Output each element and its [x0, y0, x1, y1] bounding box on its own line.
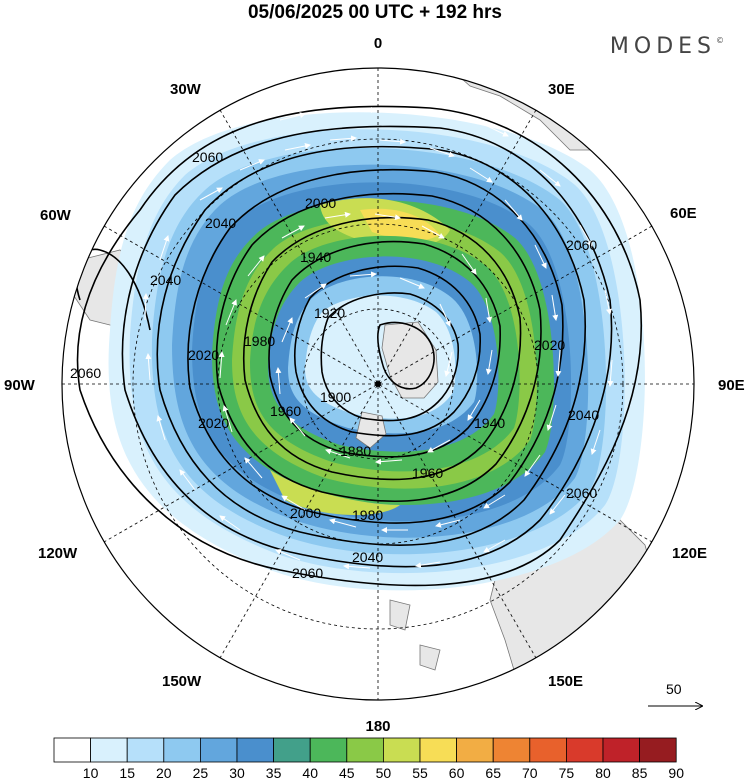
contour-label: 2040 — [150, 272, 181, 288]
colorbar-swatch — [419, 737, 457, 763]
contour-label: 2020 — [188, 347, 219, 363]
contour-label: 2040 — [352, 549, 383, 565]
colorbar-tick-label: 90 — [668, 765, 684, 781]
wind-vectors — [142, 107, 614, 570]
colorbar-swatch — [346, 737, 384, 763]
colorbar-swatch — [566, 737, 604, 763]
colorbar-swatch — [163, 737, 201, 763]
colorbar-swatch — [53, 737, 91, 763]
reference-vector: 50 — [648, 681, 702, 706]
colorbar-tick-label: 30 — [229, 765, 245, 781]
colorbar-swatch — [382, 737, 421, 763]
lon-label-30e: 30E — [548, 81, 575, 98]
colorbar-tick-label: 35 — [266, 765, 282, 781]
colorbar-tick-label: 45 — [339, 765, 355, 781]
colorbar-tick-label: 20 — [156, 765, 172, 781]
lon-label-0: 0 — [374, 35, 382, 52]
contour-label: 2020 — [534, 337, 565, 353]
land-antarctic-core — [381, 321, 439, 399]
colorbar-tick-label: 65 — [485, 765, 501, 781]
contour-label-group: 2060 2040 2000 1940 1920 1980 2020 1960 … — [70, 149, 599, 581]
contour-label: 1960 — [270, 403, 301, 419]
colorbar-tick-label: 80 — [595, 765, 611, 781]
colorbar-swatch — [309, 737, 348, 763]
colorbar-swatch — [236, 737, 274, 763]
reference-vector-label: 50 — [666, 681, 682, 697]
colorbar-tick-label: 55 — [412, 765, 428, 781]
contour-label: 2040 — [205, 215, 236, 231]
pole-marker — [375, 381, 381, 387]
contour-label: 1920 — [314, 305, 345, 321]
brand-name: MODES — [609, 34, 716, 59]
contour-label: 1980 — [352, 507, 383, 523]
colorbar-tick-label: 40 — [302, 765, 318, 781]
lon-label-90e: 90E — [718, 377, 745, 394]
lon-label-90w: 90W — [4, 377, 36, 394]
lon-label-150e: 150E — [548, 673, 583, 690]
colorbar-tick-label: 75 — [559, 765, 575, 781]
contour-label: 1900 — [320, 389, 351, 405]
land-islands — [389, 599, 441, 671]
contour-label: 2060 — [566, 485, 597, 501]
colorbar-swatch — [273, 737, 311, 763]
contour-label: 1940 — [474, 415, 505, 431]
brand-logo: MODES© — [610, 34, 724, 59]
colorbar: 10 15 20 25 30 35 40 45 50 55 60 65 70 75 80 85 90 — [53, 737, 684, 781]
lon-label-60w: 60W — [40, 207, 72, 224]
colorbar-tick-label: 10 — [83, 765, 99, 781]
map-boundary — [61, 67, 695, 701]
lon-label-120w: 120W — [38, 545, 78, 562]
lon-label-180: 180 — [365, 718, 390, 735]
contour-label: 2060 — [192, 149, 223, 165]
lon-label-120e: 120E — [672, 545, 707, 562]
colorbar-tick-label: 50 — [376, 765, 392, 781]
contour-label: 1880 — [340, 443, 371, 459]
colorbar-swatch — [492, 737, 531, 763]
contour-label: 2040 — [568, 407, 599, 423]
colorbar-swatch — [126, 737, 165, 763]
colorbar-tick-label: 60 — [449, 765, 465, 781]
colorbar-swatch — [456, 737, 494, 763]
lon-label-60e: 60E — [670, 205, 697, 222]
graticule — [62, 68, 694, 700]
contour-label: 1940 — [300, 249, 331, 265]
colorbar-swatch — [529, 737, 567, 763]
lon-label-150w: 150W — [162, 673, 202, 690]
map-title: 05/06/2025 00 UTC + 192 hrs — [247, 2, 503, 23]
colorbar-swatch — [90, 737, 128, 763]
colorbar-swatch — [602, 737, 640, 763]
contour-label: 2060 — [292, 565, 323, 581]
contour-label: 1960 — [412, 465, 443, 481]
map-disc — [62, 68, 694, 700]
lon-label-30w: 30W — [170, 81, 202, 98]
colorbar-tick-label: 15 — [119, 765, 135, 781]
colorbar-tick-label: 70 — [522, 765, 538, 781]
colorbar-tick-label: 85 — [632, 765, 648, 781]
contour-label: 2000 — [305, 195, 336, 211]
contour-label: 2000 — [290, 505, 321, 521]
contour-label: 2060 — [566, 237, 597, 253]
colorbar-tick-label: 25 — [193, 765, 209, 781]
colorbar-swatch — [639, 737, 677, 763]
height-contours — [75, 105, 642, 587]
longitude-labels: 0 30E 60E 90E 120E 150E 180 150W 120W 90… — [4, 35, 745, 735]
contour-label: 2060 — [70, 365, 101, 381]
contour-label: 2020 — [198, 415, 229, 431]
contour-label: 1980 — [244, 333, 275, 349]
copyright-mark: © — [716, 36, 724, 45]
colorbar-swatch — [199, 737, 238, 763]
